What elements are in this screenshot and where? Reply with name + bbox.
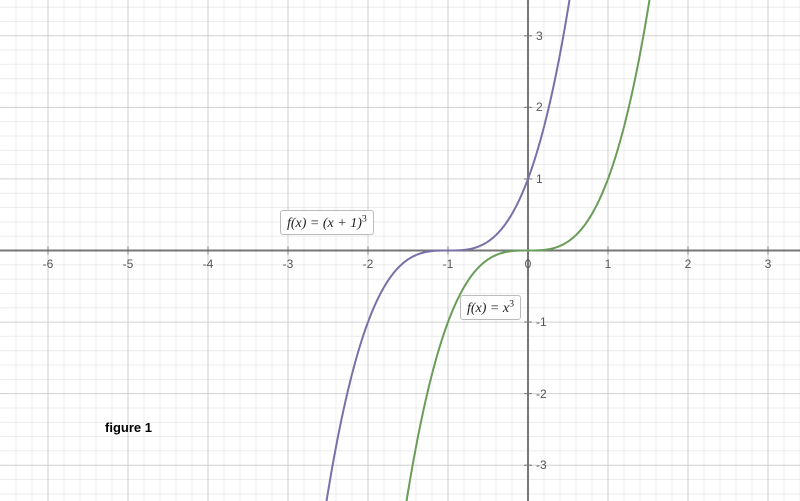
ytick-label: -2 [536, 387, 547, 401]
ytick-label: -1 [536, 315, 547, 329]
xtick-label: 1 [605, 257, 612, 271]
xtick-label: -5 [123, 257, 134, 271]
xtick-label: 2 [685, 257, 692, 271]
xtick-label: 0 [525, 257, 532, 271]
ytick-label: 1 [536, 172, 543, 186]
function-label-cubic_shifted: f(x) = (x + 1)3 [280, 210, 374, 235]
function-label-cubic: f(x) = x3 [460, 295, 521, 320]
xtick-label: -2 [363, 257, 374, 271]
ytick-label: 3 [536, 29, 543, 43]
xtick-label: -3 [283, 257, 294, 271]
xtick-label: -4 [203, 257, 214, 271]
function-plot: -6 -5 -4 -3 -2 -1 0 1 2 3 -3 -2 -1 1 2 3 f(x) = (x + 1)3… [0, 0, 800, 501]
figure-label: figure 1 [105, 420, 152, 435]
xtick-label: -6 [43, 257, 54, 271]
ytick-label: -3 [536, 458, 547, 472]
xtick-label: 3 [765, 257, 772, 271]
xtick-label: -1 [443, 257, 454, 271]
ytick-label: 2 [536, 100, 543, 114]
